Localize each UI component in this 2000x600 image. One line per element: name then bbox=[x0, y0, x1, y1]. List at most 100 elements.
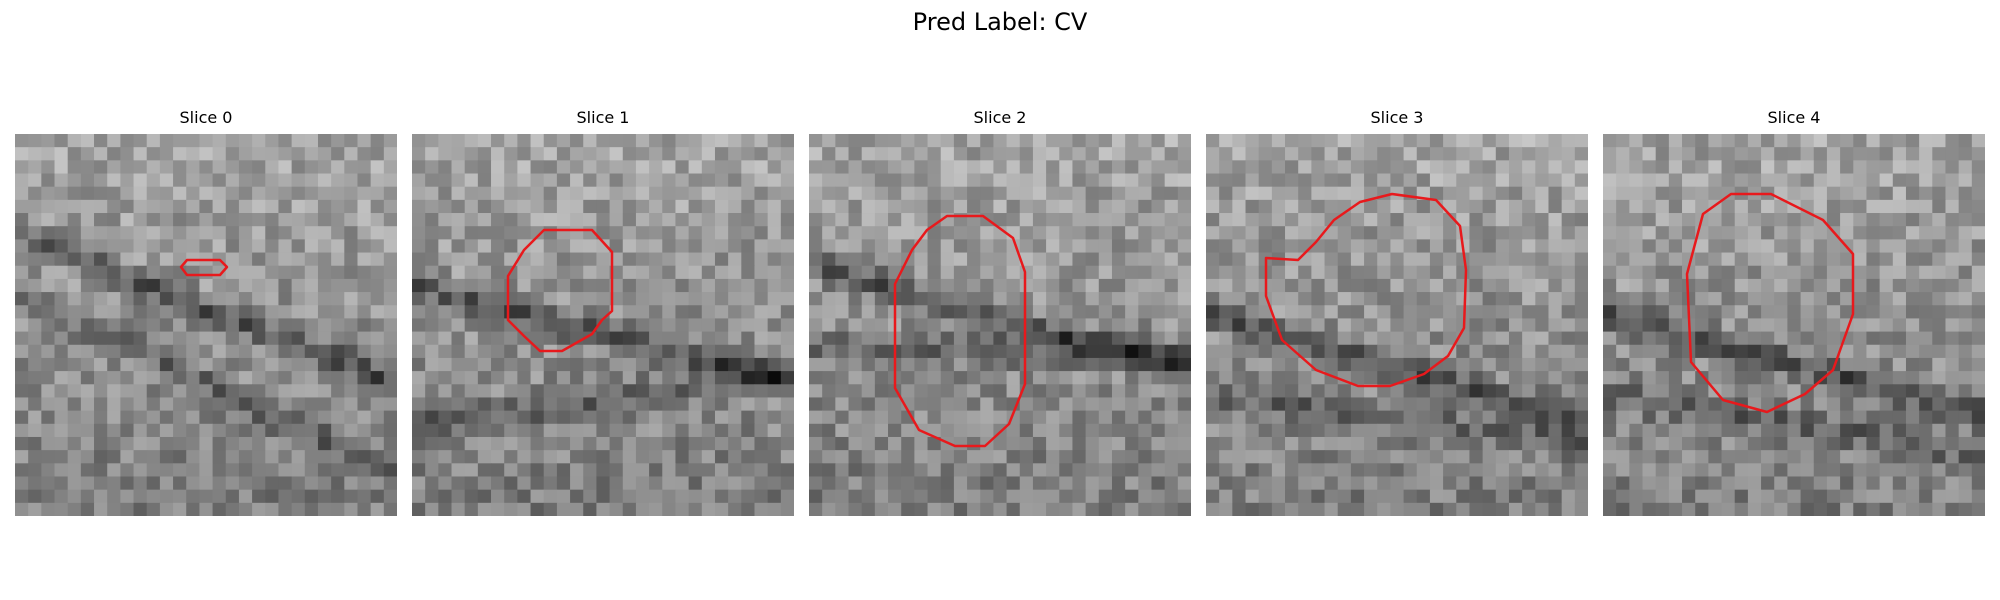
pixel-cell bbox=[570, 239, 584, 253]
pixel-cell bbox=[1522, 331, 1536, 346]
pixel-cell bbox=[1177, 450, 1191, 464]
pixel-cell bbox=[491, 265, 505, 280]
pixel-cell bbox=[517, 186, 531, 201]
pixel-cell bbox=[491, 318, 505, 332]
pixel-cell bbox=[1655, 199, 1670, 214]
pixel-cell bbox=[15, 318, 29, 332]
pixel-cell bbox=[344, 278, 358, 293]
pixel-cell bbox=[1416, 252, 1431, 267]
pixel-cell bbox=[1390, 502, 1404, 516]
pixel-cell bbox=[967, 410, 981, 425]
pixel-cell bbox=[1708, 278, 1722, 293]
pixel-cell bbox=[1285, 305, 1299, 319]
pixel-cell bbox=[1245, 371, 1260, 385]
pixel-cell bbox=[688, 226, 703, 240]
pixel-cell bbox=[1364, 147, 1378, 161]
pixel-cell bbox=[556, 173, 571, 188]
pixel-cell bbox=[265, 502, 279, 516]
pixel-cell bbox=[1206, 397, 1220, 412]
pixel-cell bbox=[927, 410, 942, 425]
pixel-cell bbox=[1429, 173, 1444, 188]
pixel-cell bbox=[1390, 476, 1404, 491]
pixel-cell bbox=[120, 423, 134, 438]
pixel-cell bbox=[1905, 423, 1920, 438]
pixel-cell bbox=[675, 331, 690, 346]
pixel-cell bbox=[635, 160, 650, 174]
pixel-cell bbox=[425, 265, 439, 280]
pixel-cell bbox=[1377, 357, 1391, 372]
pixel-cell bbox=[1548, 344, 1563, 359]
pixel-cell bbox=[1311, 344, 1325, 359]
pixel-cell bbox=[1337, 436, 1352, 451]
pixel-cell bbox=[304, 226, 319, 240]
pixel-cell bbox=[1787, 357, 1801, 372]
pixel-cell bbox=[80, 186, 95, 201]
pixel-cell bbox=[1085, 502, 1100, 516]
pixel-cell bbox=[1177, 463, 1191, 477]
pixel-cell bbox=[504, 371, 518, 385]
pixel-cell bbox=[1919, 450, 1933, 464]
pixel-cell bbox=[1111, 147, 1126, 161]
pixel-cell bbox=[980, 423, 994, 438]
pixel-cell bbox=[1932, 318, 1946, 332]
pixel-cell bbox=[861, 476, 876, 491]
pixel-cell bbox=[331, 173, 345, 188]
pixel-cell bbox=[780, 489, 794, 504]
pixel-cell bbox=[199, 147, 213, 161]
pixel-cell bbox=[1219, 226, 1233, 240]
pixel-cell bbox=[835, 489, 849, 504]
pixel-cell bbox=[1866, 292, 1881, 306]
pixel-cell bbox=[1059, 502, 1073, 516]
pixel-cell bbox=[662, 423, 676, 438]
pixel-cell bbox=[728, 410, 742, 425]
pixel-cell bbox=[1271, 476, 1286, 491]
pixel-cell bbox=[583, 199, 597, 214]
pixel-cell bbox=[212, 331, 227, 346]
pixel-cell bbox=[80, 160, 95, 174]
pixel-cell bbox=[1271, 147, 1286, 161]
pixel-cell bbox=[583, 134, 597, 148]
pixel-cell bbox=[1006, 213, 1021, 227]
pixel-cell bbox=[67, 502, 82, 516]
pixel-cell bbox=[1682, 463, 1696, 477]
pixel-cell bbox=[1642, 226, 1657, 240]
pixel-cell bbox=[1747, 265, 1762, 280]
slice-panel-1: Slice 1 bbox=[412, 108, 794, 516]
pixel-cell bbox=[1072, 397, 1087, 412]
pixel-cell bbox=[370, 331, 385, 346]
pixel-cell bbox=[173, 199, 187, 214]
pixel-cell bbox=[1377, 278, 1391, 293]
pixel-cell bbox=[1535, 173, 1549, 188]
pixel-cell bbox=[1206, 489, 1220, 504]
pixel-cell bbox=[1548, 384, 1563, 398]
pixel-cell bbox=[67, 463, 82, 477]
pixel-cell bbox=[1177, 278, 1191, 293]
pixel-cell bbox=[344, 318, 358, 332]
pixel-cell bbox=[1708, 463, 1722, 477]
pixel-cell bbox=[1151, 436, 1166, 451]
pixel-cell bbox=[1403, 160, 1418, 174]
pixel-cell bbox=[28, 384, 42, 398]
pixel-cell bbox=[1853, 265, 1867, 280]
pixel-cell bbox=[570, 344, 584, 359]
pixel-cell bbox=[1629, 213, 1643, 227]
pixel-cell bbox=[1508, 476, 1523, 491]
pixel-cell bbox=[1535, 226, 1549, 240]
pixel-cell bbox=[265, 463, 279, 477]
pixel-cell bbox=[357, 265, 372, 280]
pixel-cell bbox=[1892, 476, 1907, 491]
pixel-cell bbox=[1721, 410, 1736, 425]
pixel-cell bbox=[238, 239, 253, 253]
pixel-cell bbox=[809, 410, 823, 425]
pixel-cell bbox=[451, 226, 466, 240]
pixel-cell bbox=[1522, 476, 1536, 491]
pixel-cell bbox=[265, 357, 279, 372]
pixel-cell bbox=[1787, 134, 1801, 148]
pixel-cell bbox=[1761, 344, 1775, 359]
pixel-cell bbox=[1271, 239, 1286, 253]
pixel-cell bbox=[1734, 384, 1749, 398]
pixel-cell bbox=[425, 371, 439, 385]
pixel-cell bbox=[1298, 476, 1312, 491]
pixel-cell bbox=[1098, 436, 1113, 451]
pixel-cell bbox=[649, 199, 663, 214]
